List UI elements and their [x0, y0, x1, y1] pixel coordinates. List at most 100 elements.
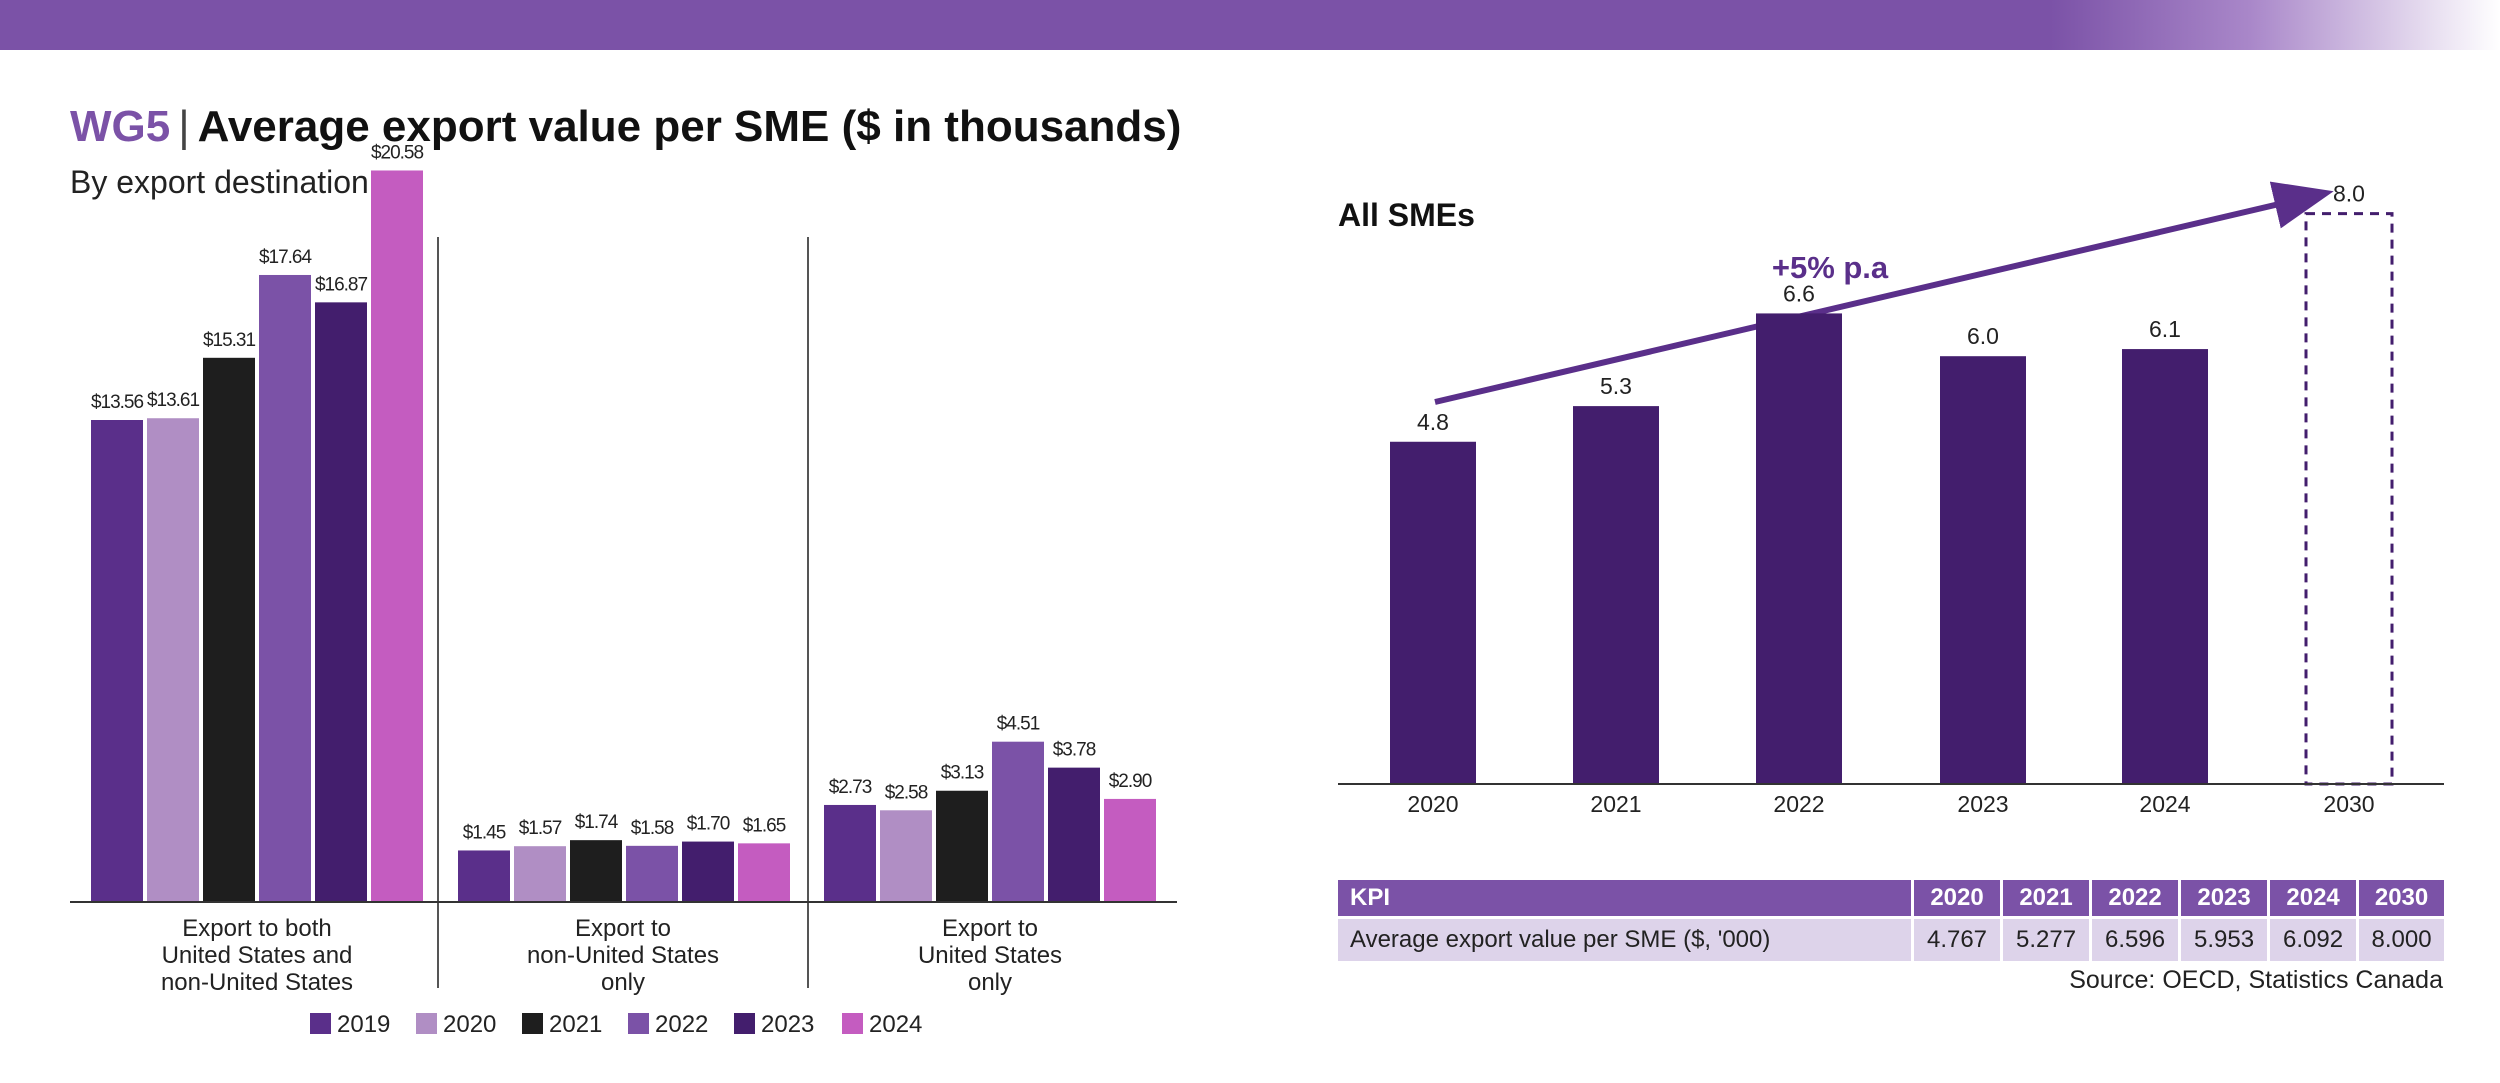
bar-value-label: 6.6	[1783, 280, 1815, 306]
bar-2020	[1390, 441, 1476, 784]
kpi-table: KPI 2020 2021 2022 2023 2024 2030 Averag…	[1338, 880, 2444, 961]
bar-value-label: $3.78	[1053, 740, 1096, 761]
bar-value-label: 4.8	[1417, 409, 1449, 435]
bar-2020	[514, 846, 566, 902]
category-label: Export to	[942, 915, 1038, 942]
bar-2023	[1940, 356, 2026, 784]
category-label: United States	[918, 942, 1062, 969]
bar-value-label: $1.45	[463, 822, 506, 843]
bar-value-label: $17.64	[259, 247, 313, 268]
kpi-cell: 4.767	[1914, 916, 2004, 961]
bar-2021	[570, 840, 622, 902]
bar-2020	[147, 418, 199, 902]
bar-2022	[1756, 313, 1842, 784]
legend-label: 2022	[655, 1011, 708, 1038]
year-label: 2021	[1590, 791, 1641, 817]
page-title: WG5 | Average export value per SME ($ in t…	[70, 102, 1181, 152]
legend-swatch	[842, 1013, 863, 1034]
bar-value-label: 6.1	[2149, 316, 2181, 342]
bar-2023	[1048, 767, 1100, 902]
bar-value-label: $15.31	[203, 330, 256, 351]
bar-value-label: $2.73	[829, 777, 872, 798]
bar-2021	[936, 790, 988, 902]
bar-value-label: $1.70	[687, 814, 730, 835]
kpi-cell: 8.000	[2359, 916, 2444, 961]
bar-value-label: $1.65	[743, 815, 786, 836]
bar-2022	[626, 845, 678, 902]
bar-value-label: $1.58	[631, 818, 674, 839]
year-label: 2022	[1773, 791, 1824, 817]
destination-bar-chart: $13.56 $1.45 $2.73 $13.61 $1.57 $2.58 $15.31 $1…	[70, 142, 1177, 1038]
category-label: non-United States	[527, 942, 719, 969]
all-smes-title: All SMEs	[1338, 197, 1475, 233]
bar-2023	[315, 302, 367, 903]
kpi-cell: 6.596	[2092, 916, 2182, 961]
bar-2019	[824, 804, 876, 902]
bar-value-label: 6.0	[1967, 323, 1999, 349]
legend-swatch	[310, 1013, 331, 1034]
kpi-header-cell: KPI	[1338, 880, 1914, 916]
year-label: 2024	[2139, 791, 2190, 817]
kpi-cell: 6.092	[2270, 916, 2360, 961]
year-label: 2020	[1407, 791, 1458, 817]
category-label: Export to	[575, 915, 671, 942]
kpi-header-cell: 2022	[2092, 880, 2182, 916]
bar-value-label: 5.3	[1600, 373, 1632, 399]
bar-value-label: $1.57	[519, 818, 562, 839]
bar-2021	[1573, 406, 1659, 784]
bar-2022	[259, 274, 311, 903]
page-subtitle: By export destination	[70, 164, 369, 200]
bar-value-label: $16.87	[315, 274, 368, 295]
kpi-header-cell: 2021	[2003, 880, 2093, 916]
category-label: Export to both	[182, 915, 331, 942]
kpi-cell: Average export value per SME ($, '000)	[1338, 916, 1914, 961]
bar-2019	[458, 850, 510, 902]
kpi-cell: 5.953	[2181, 916, 2271, 961]
category-label: only	[601, 969, 645, 996]
kpi-data-row: Average export value per SME ($, '000) 4…	[1338, 916, 2444, 961]
legend-label: 2020	[443, 1011, 496, 1038]
bar-value-label: $1.74	[575, 812, 619, 833]
year-label: 2023	[1957, 791, 2008, 817]
legend-label: 2024	[869, 1011, 922, 1038]
bar-value-label: $13.61	[147, 390, 200, 411]
title-code: WG5	[70, 102, 171, 151]
bar-value-label: $20.58	[371, 142, 424, 163]
bar-value-label: 8.0	[2333, 181, 2365, 207]
top-banner	[0, 0, 2500, 50]
bar-value-label: $4.51	[997, 714, 1040, 735]
bar-2021	[203, 357, 255, 903]
source-note: Source: OECD, Statistics Canada	[2069, 966, 2443, 994]
bar-value-label: $13.56	[91, 392, 144, 413]
title-text: Average export value per SME ($ in thous…	[197, 102, 1182, 151]
year-label: 2030	[2323, 791, 2374, 817]
category-label: United States and	[162, 942, 353, 969]
bar-2023	[682, 841, 734, 902]
category-label: only	[968, 969, 1012, 996]
kpi-header-cell: 2030	[2359, 880, 2444, 916]
kpi-cell: 5.277	[2003, 916, 2093, 961]
bar-2020	[880, 810, 932, 902]
bar-2024	[738, 843, 790, 902]
title-separator: |	[178, 102, 190, 151]
bar-target-2030	[2304, 212, 2394, 786]
bar-2019	[91, 420, 143, 902]
legend-swatch	[416, 1013, 437, 1034]
growth-annotation: +5% p.a	[1772, 250, 1889, 285]
bar-value-label: $2.90	[1109, 771, 1152, 792]
legend-label: 2019	[337, 1011, 390, 1038]
legend-swatch	[734, 1013, 755, 1034]
legend-swatch	[628, 1013, 649, 1034]
bar-2022	[992, 741, 1044, 902]
kpi-header-cell: 2023	[2181, 880, 2271, 916]
bar-value-label: $3.13	[941, 763, 984, 784]
bar-value-label: $2.58	[885, 782, 928, 803]
bar-2024	[2122, 349, 2208, 784]
kpi-header-cell: 2024	[2270, 880, 2360, 916]
legend-swatch	[522, 1013, 543, 1034]
kpi-header-row: KPI 2020 2021 2022 2023 2024 2030	[1338, 880, 2444, 916]
legend-label: 2023	[761, 1011, 814, 1038]
category-label: non-United States	[161, 969, 353, 996]
legend-label: 2021	[549, 1011, 602, 1038]
